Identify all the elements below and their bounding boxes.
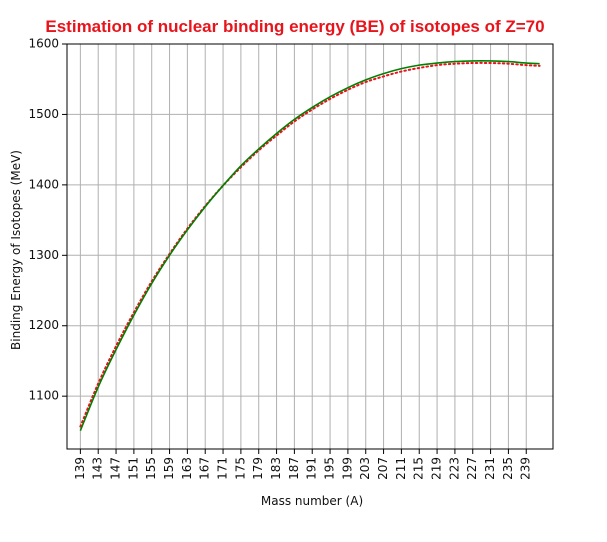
x-tick-label: 151 [126, 457, 140, 480]
x-tick-label: 239 [519, 457, 533, 480]
x-tick-label: 191 [305, 457, 319, 480]
x-tick-label: 167 [198, 457, 212, 480]
x-tick-label: 215 [412, 457, 426, 480]
x-tick-label: 219 [430, 457, 444, 480]
x-tick-label: 187 [287, 457, 301, 480]
x-tick-label: 211 [394, 457, 408, 480]
y-axis-ticks: 1100 1200 1300 1400 1500 1600 [28, 37, 67, 403]
x-tick-label: 199 [340, 457, 354, 480]
y-axis-label: Binding Energy of Isotopes (MeV) [9, 150, 23, 350]
x-tick-label: 171 [216, 457, 230, 480]
x-tick-label: 143 [91, 457, 105, 480]
data-series [79, 60, 541, 431]
estimate-solid-line [79, 60, 540, 431]
estimate-dotted-line [79, 61, 541, 428]
y-tick-label: 1400 [28, 177, 59, 191]
x-tick-label: 175 [233, 457, 247, 480]
x-tick-label: 155 [144, 457, 158, 480]
x-tick-label: 163 [180, 457, 194, 480]
x-tick-label: 195 [323, 457, 337, 480]
x-tick-label: 139 [73, 457, 87, 480]
y-tick-label: 1500 [28, 107, 59, 121]
x-tick-label: 231 [483, 457, 497, 480]
x-tick-label: 223 [447, 457, 461, 480]
x-tick-label: 207 [376, 457, 390, 480]
plot-frame [66, 43, 554, 450]
y-tick-label: 1600 [28, 37, 59, 51]
x-tick-label: 179 [251, 457, 265, 480]
x-tick-label: 227 [465, 457, 479, 480]
x-tick-label: 147 [109, 457, 123, 480]
x-tick-label: 235 [501, 457, 515, 480]
chart-title: Estimation of nuclear binding energy (BE… [45, 17, 544, 36]
x-axis-ticks: 139 143 147 151 155 159 163 167 171 175 179 183 187 1… [73, 449, 533, 480]
y-tick-label: 1100 [28, 389, 59, 403]
x-tick-label: 203 [358, 457, 372, 480]
x-tick-label: 159 [162, 457, 176, 480]
grid-lines [67, 43, 553, 449]
x-axis-label: Mass number (A) [261, 494, 363, 508]
x-tick-label: 183 [269, 457, 283, 480]
y-tick-label: 1300 [28, 248, 59, 262]
y-tick-label: 1200 [28, 318, 59, 332]
